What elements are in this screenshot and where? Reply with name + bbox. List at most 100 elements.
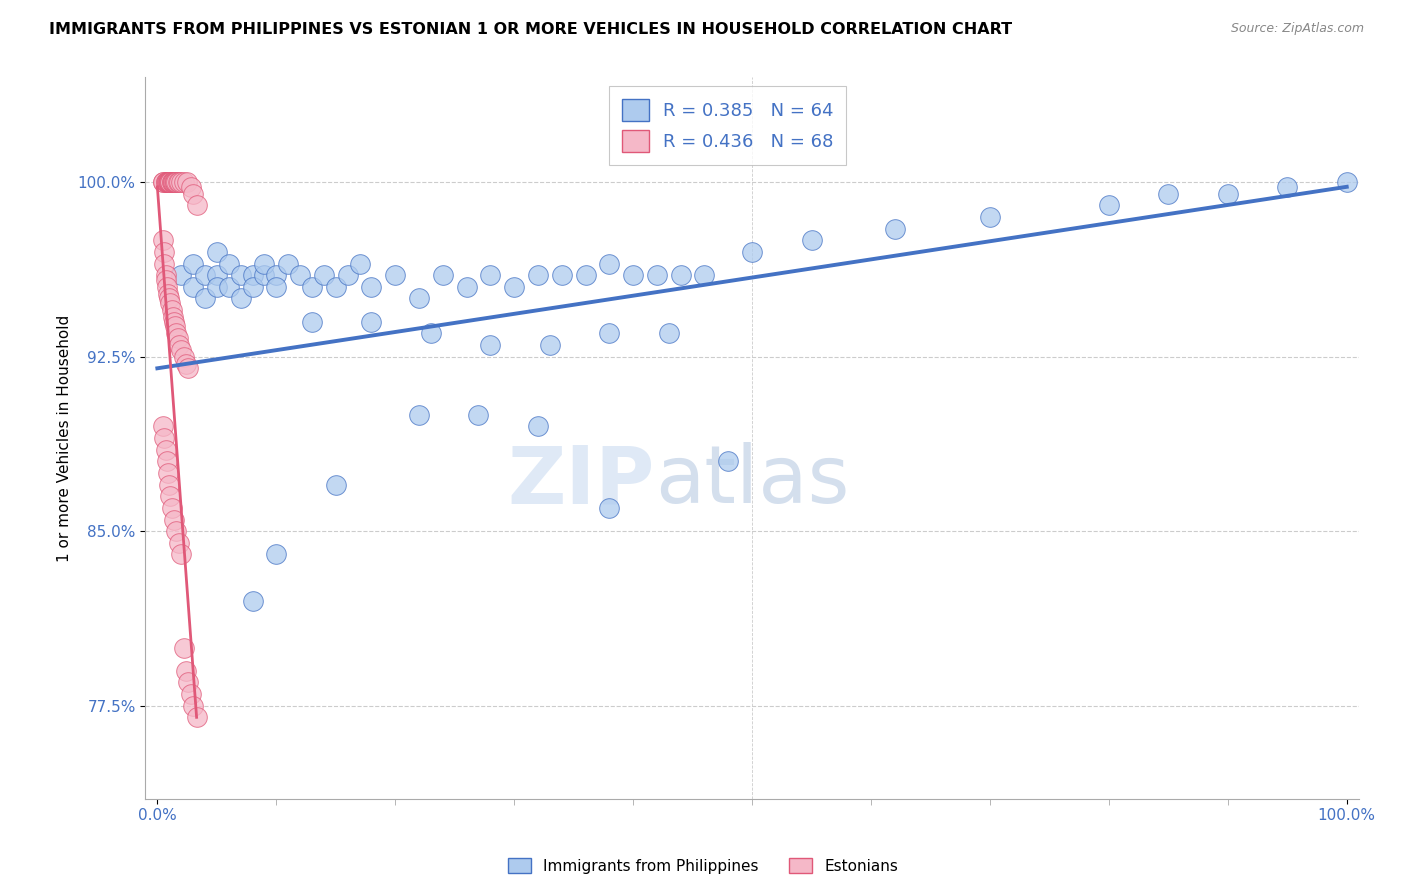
Legend: Immigrants from Philippines, Estonians: Immigrants from Philippines, Estonians: [502, 852, 904, 880]
Point: [155, 175, 177, 189]
Point: [170, 548, 193, 562]
Point: [266, 280, 288, 294]
Point: [155, 175, 177, 189]
Point: [194, 268, 217, 283]
Text: Source: ZipAtlas.com: Source: ZipAtlas.com: [1230, 22, 1364, 36]
Point: [218, 257, 240, 271]
Point: [165, 175, 187, 189]
Point: [301, 280, 323, 294]
Point: [384, 268, 406, 283]
Point: [503, 280, 526, 294]
Point: [717, 454, 740, 468]
Point: [165, 326, 187, 341]
Point: [186, 710, 208, 724]
Point: [165, 175, 187, 189]
Point: [170, 175, 193, 189]
Point: [800, 233, 823, 247]
Text: atlas: atlas: [655, 442, 849, 520]
Point: [180, 179, 202, 194]
Point: [157, 477, 180, 491]
Point: [180, 687, 202, 701]
Point: [467, 408, 489, 422]
Point: [153, 431, 176, 445]
Point: [266, 268, 288, 283]
Point: [157, 175, 180, 189]
Point: [170, 343, 193, 357]
Point: [163, 315, 186, 329]
Point: [167, 536, 190, 550]
Point: [165, 319, 187, 334]
Point: [159, 296, 181, 310]
Point: [181, 186, 204, 201]
Point: [205, 244, 228, 259]
Point: [157, 466, 180, 480]
Point: [166, 175, 188, 189]
Text: ZIP: ZIP: [508, 442, 655, 520]
Point: [152, 175, 174, 189]
Point: [155, 273, 177, 287]
Point: [266, 548, 288, 562]
Point: [163, 512, 186, 526]
Point: [336, 268, 359, 283]
Point: [598, 500, 620, 515]
Point: [173, 640, 195, 655]
Point: [156, 280, 179, 294]
Point: [159, 175, 181, 189]
Point: [162, 175, 184, 189]
Point: [218, 280, 240, 294]
Point: [574, 268, 596, 283]
Point: [229, 268, 252, 283]
Point: [669, 268, 692, 283]
Point: [181, 280, 204, 294]
Point: [152, 419, 174, 434]
Point: [170, 268, 193, 283]
Point: [979, 210, 1001, 224]
Point: [167, 175, 190, 189]
Point: [186, 198, 208, 212]
Point: [173, 350, 195, 364]
Point: [167, 338, 190, 352]
Point: [693, 268, 716, 283]
Point: [658, 326, 681, 341]
Point: [1216, 186, 1239, 201]
Point: [479, 338, 502, 352]
Point: [157, 175, 180, 189]
Point: [205, 268, 228, 283]
Point: [621, 268, 644, 283]
Point: [741, 244, 763, 259]
Point: [153, 244, 176, 259]
Point: [176, 175, 198, 189]
Point: [181, 698, 204, 713]
Point: [157, 175, 180, 189]
Point: [160, 500, 183, 515]
Point: [883, 221, 905, 235]
Point: [165, 175, 187, 189]
Point: [174, 664, 197, 678]
Point: [205, 280, 228, 294]
Point: [277, 257, 299, 271]
Y-axis label: 1 or more Vehicles in Household: 1 or more Vehicles in Household: [58, 315, 72, 562]
Point: [181, 257, 204, 271]
Point: [288, 268, 311, 283]
Point: [157, 175, 180, 189]
Point: [598, 326, 620, 341]
Point: [159, 489, 181, 503]
Point: [162, 310, 184, 324]
Point: [174, 357, 197, 371]
Point: [153, 257, 176, 271]
Point: [155, 268, 177, 283]
Point: [229, 292, 252, 306]
Point: [325, 280, 347, 294]
Point: [156, 454, 179, 468]
Point: [165, 524, 187, 538]
Point: [1157, 186, 1180, 201]
Point: [253, 257, 276, 271]
Legend: R = 0.385   N = 64, R = 0.436   N = 68: R = 0.385 N = 64, R = 0.436 N = 68: [609, 87, 846, 165]
Point: [1098, 198, 1121, 212]
Point: [166, 331, 188, 345]
Point: [160, 175, 183, 189]
Point: [152, 233, 174, 247]
Point: [157, 175, 180, 189]
Point: [551, 268, 574, 283]
Point: [177, 675, 200, 690]
